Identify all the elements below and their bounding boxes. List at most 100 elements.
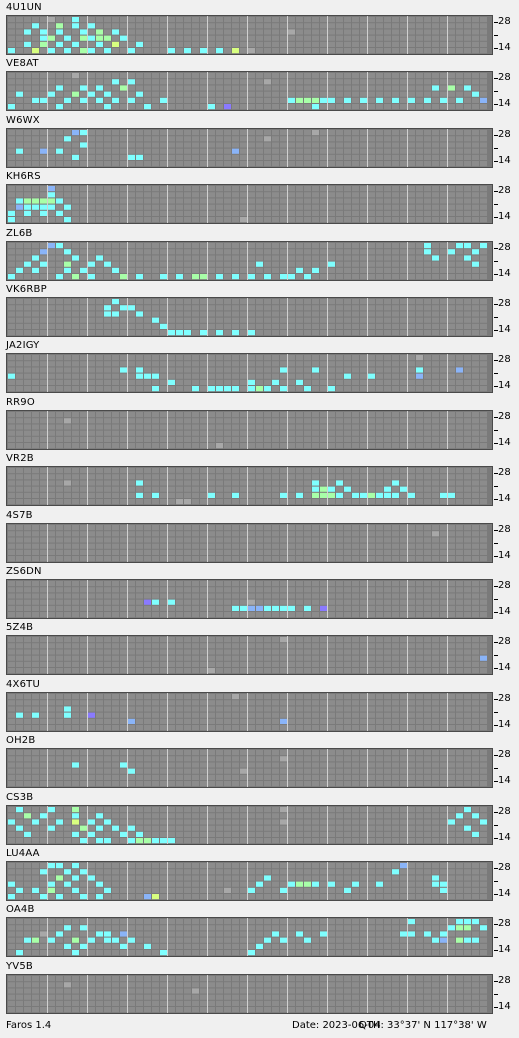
grid-cell (280, 643, 287, 649)
grid-cell (208, 725, 215, 731)
grid-cell (224, 655, 231, 661)
grid-cell (320, 154, 327, 160)
grid-cell (240, 249, 247, 255)
grid-cell (112, 198, 119, 204)
grid-cell (224, 154, 231, 160)
grid-cell (288, 486, 295, 492)
grid-cell (384, 430, 391, 436)
grid-cell (248, 17, 255, 23)
grid-cell (256, 330, 263, 336)
grid-cell (368, 525, 375, 531)
grid-cell (152, 210, 159, 216)
grid-cell (360, 430, 367, 436)
grid-cell (336, 48, 343, 54)
grid-cell (96, 386, 103, 392)
grid-cell (320, 142, 327, 148)
grid-cell (152, 581, 159, 587)
grid-cell (456, 386, 463, 392)
grid-cell (368, 48, 375, 54)
grid-cell (240, 424, 247, 430)
grid-cell (152, 97, 159, 103)
grid-cell (24, 79, 31, 85)
grid-cell (112, 73, 119, 79)
grid-cell (432, 637, 439, 643)
grid-cell (304, 311, 311, 317)
hour-separator (207, 298, 208, 336)
grid-cell (80, 750, 87, 756)
hour-separator (447, 354, 448, 392)
grid-cell (24, 85, 31, 91)
grid-cell-purple (144, 599, 151, 605)
grid-cell (456, 706, 463, 712)
grid-cell (88, 549, 95, 555)
grid-cell (16, 104, 23, 110)
grid-cell (216, 355, 223, 361)
grid-cell (480, 192, 487, 198)
grid-cell (232, 161, 239, 167)
grid-cell (128, 192, 135, 198)
grid-cell (48, 317, 55, 323)
grid-cell (328, 267, 335, 273)
grid-cell (96, 198, 103, 204)
grid-cell (296, 499, 303, 505)
grid-cell-cyan (136, 274, 143, 280)
grid-cell (416, 204, 423, 210)
grid-cell (104, 649, 111, 655)
grid-cell (272, 79, 279, 85)
grid-cell (184, 305, 191, 311)
grid-cell (96, 23, 103, 29)
grid-cell (432, 274, 439, 280)
grid-cell (480, 217, 487, 223)
grid-cell (256, 367, 263, 373)
grid-cell (8, 311, 15, 317)
grid-cell-cyan (320, 97, 327, 103)
grid-cell (368, 35, 375, 41)
grid-cell (272, 104, 279, 110)
grid-cell (424, 543, 431, 549)
grid-cell (152, 311, 159, 317)
grid-cell (480, 499, 487, 505)
grid-cell (128, 543, 135, 549)
grid-cell (288, 85, 295, 91)
grid-cell (328, 661, 335, 667)
grid-cell (184, 73, 191, 79)
grid-cell (480, 430, 487, 436)
grid-cell (88, 418, 95, 424)
grid-cell (96, 367, 103, 373)
grid-cell-cyan (232, 492, 239, 498)
grid-cell (400, 418, 407, 424)
grid-cell (360, 48, 367, 54)
grid-cell (400, 661, 407, 667)
grid-cell-cyan (40, 204, 47, 210)
grid-cell (216, 499, 223, 505)
grid-cell (72, 643, 79, 649)
grid-cell (424, 73, 431, 79)
grid-cell (272, 97, 279, 103)
grid-cell (192, 443, 199, 449)
grid-cell (304, 299, 311, 305)
grid-cell (320, 593, 327, 599)
grid-cell (336, 599, 343, 605)
grid-cell (320, 587, 327, 593)
grid-cell (40, 480, 47, 486)
grid-cell (256, 243, 263, 249)
grid-cell (328, 480, 335, 486)
grid-cell (400, 97, 407, 103)
grid-cell (152, 85, 159, 91)
grid-cell-cyan (24, 41, 31, 47)
grid-cell (480, 556, 487, 562)
grid-cell (480, 48, 487, 54)
grid-cell (280, 361, 287, 367)
grid-cell (168, 525, 175, 531)
grid-cell (24, 492, 31, 498)
grid-cell (112, 549, 119, 555)
grid-cell-cyan (136, 367, 143, 373)
grid-cell (232, 712, 239, 718)
grid-cell (352, 130, 359, 136)
grid-cell (112, 430, 119, 436)
grid-cell (448, 136, 455, 142)
grid-cell-cyan (344, 97, 351, 103)
grid-cell (128, 267, 135, 273)
grid-cell (264, 750, 271, 756)
grid-cell (112, 361, 119, 367)
